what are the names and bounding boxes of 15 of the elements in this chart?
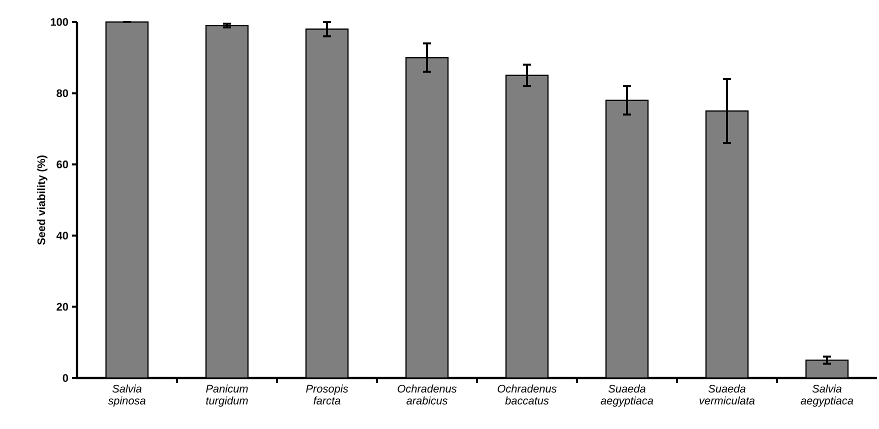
y-tick-label: 80: [56, 89, 68, 98]
x-tick-label: Prosopis farcta: [306, 384, 348, 405]
x-tick-label: Panicum turgidum: [206, 384, 248, 407]
y-tick-label: 40: [56, 232, 68, 240]
y-tick-label: 20: [56, 302, 68, 311]
y-tick-label: 60: [56, 160, 68, 168]
x-tick-label: Suaeda vermiculata: [700, 384, 755, 405]
y-axis-title: Seed viability (%): [37, 155, 48, 245]
x-tick-label: Salvia aegyptiaca: [800, 384, 854, 407]
x-tick-label: Suaeda aegyptiaca: [600, 384, 654, 407]
x-tick-label: Ochradenus baccatus: [498, 384, 557, 405]
x-tick-label: Salvia spinosa: [108, 384, 146, 407]
x-tick-label: Ochradenus arabicus: [398, 384, 457, 405]
y-tick-label: 100: [50, 18, 68, 26]
y-tick-label: 0: [62, 374, 68, 382]
